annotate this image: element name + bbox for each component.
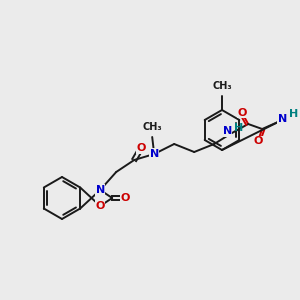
Text: O: O [253, 136, 262, 146]
Text: O: O [136, 143, 146, 153]
Text: O: O [95, 201, 105, 211]
Text: N: N [278, 114, 287, 124]
Text: O: O [121, 193, 130, 203]
Text: H: H [289, 109, 298, 119]
Text: CH₃: CH₃ [142, 122, 162, 132]
Text: CH₃: CH₃ [212, 81, 232, 91]
Text: N: N [223, 126, 232, 136]
Text: O: O [237, 108, 247, 118]
Text: N: N [150, 149, 159, 159]
Text: N: N [96, 185, 105, 195]
Text: H: H [234, 123, 243, 133]
